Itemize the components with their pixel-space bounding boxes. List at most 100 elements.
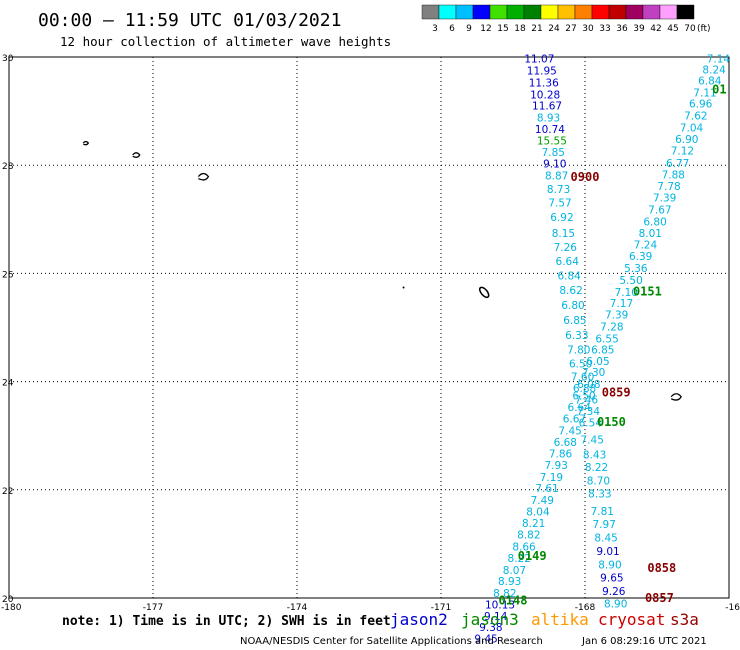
colorbar-swatch (557, 4, 576, 20)
x-tick-label: -168 (575, 603, 596, 613)
pass-time-label: 0149 (518, 549, 547, 563)
island-outline (670, 393, 682, 401)
wave-height-label: 8.73 (547, 184, 570, 196)
wave-height-label: 7.17 (610, 298, 633, 310)
wave-height-label: 6.64 (568, 402, 592, 414)
wave-height-label: 6.39 (629, 251, 652, 263)
colorbar-label: 45 (667, 24, 678, 34)
colorbar-label: 27 (565, 24, 576, 34)
colorbar-swatch (472, 4, 491, 20)
wave-height-label: 6.54 (579, 418, 603, 430)
satellite-legend: jason2 jason3 altika cryosat s3a (390, 610, 699, 629)
wave-height-label: 8.62 (559, 285, 582, 297)
wave-height-label: 7.62 (684, 110, 707, 122)
colorbar-swatch (608, 4, 627, 20)
wave-height-label: 7.10 (615, 287, 638, 299)
wave-height-label: 6.55 (595, 333, 618, 345)
wave-height-label: 5.36 (624, 263, 648, 275)
y-tick-label: 26 (2, 270, 14, 280)
wave-height-label: 7.60 (571, 372, 594, 384)
wave-height-label: 9.26 (602, 586, 626, 598)
wave-height-label: 6.05 (586, 356, 609, 368)
wave-height-label: 11.95 (527, 66, 557, 78)
wave-height-label: 8.43 (583, 450, 606, 462)
colorbar-label: 70 (684, 24, 696, 34)
x-tick-label: -171 (431, 603, 451, 613)
wave-height-label: 8.82 (517, 530, 540, 542)
y-tick-label: 30 (2, 54, 14, 64)
colorbar-label: 33 (599, 24, 610, 34)
wave-height-label: 7.57 (548, 198, 571, 210)
wave-height-label: 6.90 (675, 134, 698, 146)
axis-ticks: -180 -177 -174 -171 -168 -16 20 22 24 26 28 30 (1, 54, 740, 613)
wave-height-label: 6.96 (689, 99, 713, 111)
wave-height-label: 9.10 (543, 159, 566, 171)
wave-height-label: 7.12 (671, 146, 694, 158)
wave-height-label: 8.21 (522, 518, 545, 530)
wave-height-label: 7.28 (600, 321, 623, 333)
island-outline (402, 286, 405, 289)
colorbar-label: 36 (616, 24, 628, 34)
colorbar-swatch (591, 4, 610, 20)
wave-height-label: 7.30 (582, 367, 605, 379)
colorbar-label: 6 (449, 24, 455, 34)
pass-time-labels: 0900 0151 0859 0150 0149 0858 0857 0148 01 (499, 82, 727, 607)
footer-generated-time: Jan 6 08:29:16 UTC 2021 (581, 636, 707, 647)
wave-height-label: 8.70 (587, 476, 610, 488)
colorbar-label: 30 (582, 24, 594, 34)
wave-height-label: 10.13 (485, 599, 515, 611)
colorbar-label: 3 (432, 24, 438, 34)
wave-height-label: 8.82 (493, 588, 516, 600)
wave-height-label: 8.93 (537, 113, 560, 125)
wave-height-label: 7.78 (657, 181, 680, 193)
y-tick-label: 22 (2, 487, 13, 497)
wave-height-label: 6.50 (569, 359, 592, 371)
wave-height-label: 6.33 (565, 330, 588, 342)
wave-height-label: 11.07 (524, 54, 554, 66)
footer-credit: NOAA/NESDIS Center for Satellite Applica… (240, 636, 543, 647)
island-outline (82, 140, 90, 146)
island-outline (132, 152, 141, 158)
wave-height-label: 7.85 (542, 147, 565, 159)
pass-time-label: 0900 (571, 170, 600, 184)
legend-cryosat: cryosat (598, 610, 665, 629)
wave-height-label: 7.88 (662, 169, 685, 181)
colorbar-label: 24 (548, 24, 560, 34)
colorbar-swatch (642, 4, 661, 20)
x-tick-label: -16 (725, 603, 740, 613)
pass-time-label: 0148 (499, 594, 528, 608)
wave-height-label: 11.36 (529, 77, 559, 89)
wave-height-label: 9.65 (600, 572, 623, 584)
wave-height-label: 6.68 (554, 437, 577, 449)
pass-time-label: 01 (712, 82, 726, 96)
colorbar-swatch (659, 4, 678, 20)
legend-jason2: jason2 (390, 610, 448, 629)
wave-height-label: 8.45 (594, 532, 617, 544)
pass-time-label: 0858 (647, 561, 676, 575)
wave-height-label: 6.67 (563, 413, 586, 425)
chart-subtitle: 12 hour collection of altimeter wave hei… (60, 34, 391, 49)
wave-height-label: 7.45 (581, 434, 604, 446)
wave-height-label: 7.45 (558, 425, 581, 437)
wave-height-label: 10.28 (530, 89, 560, 101)
wave-height-label: 8.07 (503, 565, 526, 577)
x-tick-label: -177 (143, 603, 163, 613)
wave-height-label: 7.49 (531, 495, 554, 507)
wave-height-label: 6.85 (591, 345, 614, 357)
wave-height-label: 5.50 (619, 275, 642, 287)
wave-height-label: 6.84 (557, 271, 581, 283)
wave-height-label: 7.24 (634, 240, 658, 252)
wave-height-label: 6.85 (563, 315, 586, 327)
y-tick-label: 20 (2, 595, 14, 605)
colorbar-swatch (523, 4, 542, 20)
wave-height-label: 7.04 (680, 122, 704, 134)
colorbar-swatch (574, 4, 593, 20)
plot-frame (8, 56, 730, 599)
wave-height-label: 7.81 (591, 506, 614, 518)
wave-height-label: 7.46 (575, 394, 599, 406)
wave-height-label: 8.90 (604, 598, 627, 610)
wave-height-label: 6.08 (577, 379, 600, 391)
wave-height-label: 8.87 (545, 170, 568, 182)
pass-time-label: 0150 (597, 415, 626, 429)
wave-height-label: 7.34 (577, 406, 601, 418)
